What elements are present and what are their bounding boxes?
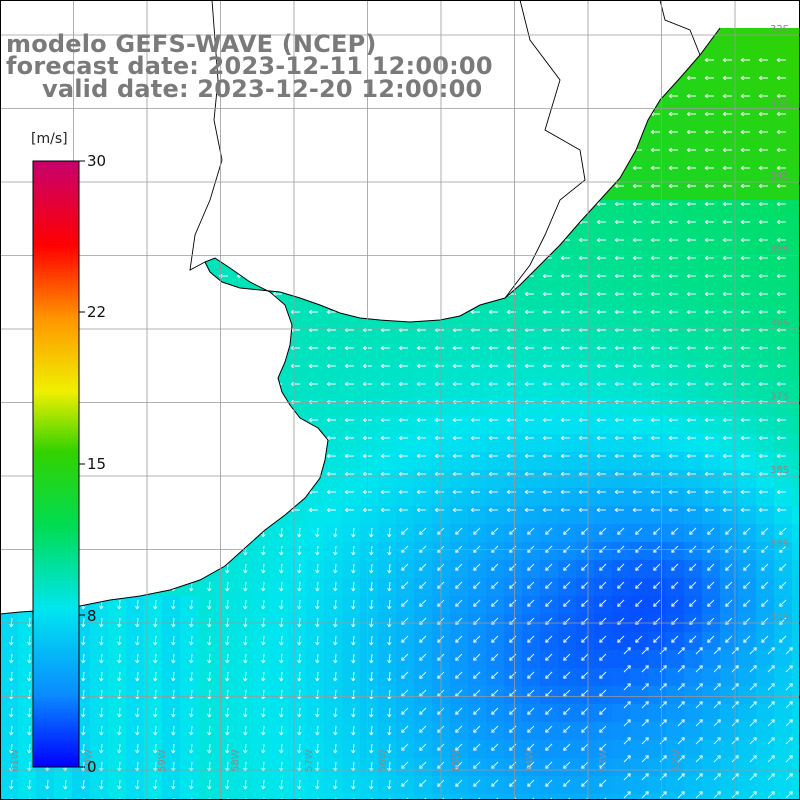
latitude-label: 37S [770, 392, 789, 403]
longitude-label: 56W [378, 749, 389, 772]
coastline [0, 27, 721, 615]
latitude-label: 36S [770, 318, 789, 329]
longitude-label: 53W [598, 749, 609, 772]
latitude-label: 33S [770, 98, 789, 109]
longitude-label: 57W [304, 749, 315, 772]
longitude-label: 54W [525, 749, 536, 772]
longitude-label: 58W [231, 749, 242, 772]
colorbar-tick-label: 0 [87, 758, 97, 776]
latitude-labels: 32S 33S 34S 35S 36S 37S 38S 39S 40S [770, 24, 789, 623]
longitude-labels: 61W 60W 59W 58W 57W 56W 55W 54W 53W 52W [10, 749, 683, 772]
colorbar-units: [m/s] [31, 131, 68, 147]
latitude-label: 35S [770, 245, 789, 256]
colorbar [32, 160, 80, 768]
model-title: modelo GEFS-WAVE (NCEP) [6, 30, 377, 58]
national-border [189, 0, 701, 299]
colorbar-tick-label: 8 [87, 607, 97, 625]
colorbar-ticks [79, 160, 85, 768]
colorbar-tick-label: 30 [87, 152, 107, 170]
wind-speed-field [0, 28, 800, 800]
longitude-label: 61W [10, 749, 21, 772]
longitude-label: 60W [84, 749, 95, 772]
forecast-date: forecast date: 2023-12-11 12:00:00 [6, 52, 493, 80]
colorbar-tick-label: 15 [87, 455, 107, 473]
longitude-label: 59W [157, 749, 168, 772]
latitude-label: 32S [770, 24, 789, 35]
latitude-label: 34S [770, 171, 789, 182]
colorbar-tick-label: 22 [87, 303, 107, 321]
latitude-label: 38S [770, 465, 789, 476]
longitude-label: 52W [672, 749, 683, 772]
latitude-label: 40S [770, 612, 789, 623]
longitude-label: 55W [451, 749, 462, 772]
latitude-label: 39S [770, 539, 789, 550]
valid-date: valid date: 2023-12-20 12:00:00 [42, 75, 483, 103]
